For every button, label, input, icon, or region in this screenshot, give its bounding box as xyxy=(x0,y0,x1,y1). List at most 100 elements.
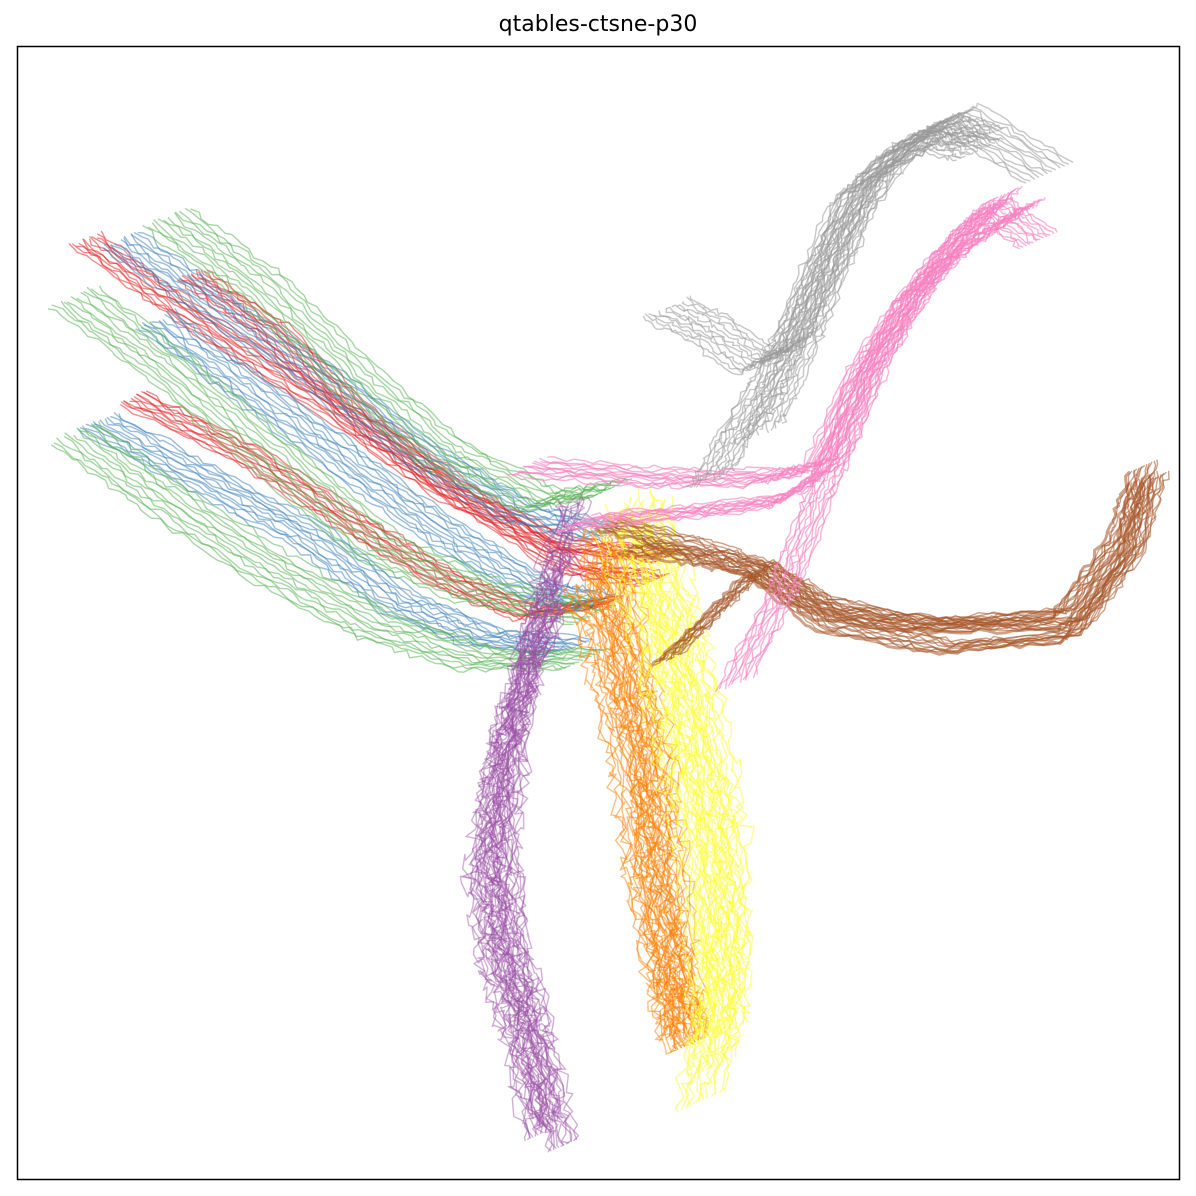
trajectory-line xyxy=(70,296,595,616)
trajectory-line xyxy=(593,536,697,1078)
trajectory-line xyxy=(611,530,718,1069)
trajectory-line xyxy=(73,435,584,664)
trajectory-line xyxy=(469,616,543,1138)
trajectory-lines xyxy=(47,102,1170,1153)
trajectory-line xyxy=(646,509,736,1099)
trajectory-line xyxy=(487,550,564,1125)
trajectory-line xyxy=(574,202,1041,526)
trajectory-line xyxy=(635,509,725,1105)
trajectory-line xyxy=(665,495,755,1091)
trajectory-line xyxy=(679,459,1159,655)
trajectory-line xyxy=(510,492,585,1142)
trajectory-line xyxy=(492,547,566,1122)
trajectory-line xyxy=(496,546,571,1120)
trajectory-line xyxy=(90,423,601,656)
trajectory-line xyxy=(502,551,579,1118)
trajectory-line xyxy=(506,497,581,1145)
trajectory-line xyxy=(110,244,601,539)
trajectory-line xyxy=(644,133,961,374)
trajectory-line xyxy=(486,551,565,1124)
trajectory-line xyxy=(163,219,607,504)
trajectory-line xyxy=(488,505,564,1152)
trajectory-line xyxy=(152,222,594,509)
trajectory-line xyxy=(623,523,713,1110)
trajectory-line xyxy=(504,501,585,1144)
trajectory-line xyxy=(498,549,582,1119)
trajectory-line xyxy=(82,425,597,657)
trajectory-line xyxy=(462,611,546,1141)
trajectory-line xyxy=(523,195,1003,483)
trajectory-line xyxy=(86,286,612,608)
trajectory-line xyxy=(618,473,1153,624)
trajectory-line xyxy=(631,516,731,1063)
trajectory-line xyxy=(174,308,617,596)
trajectory-line xyxy=(619,518,708,1112)
trajectory-line xyxy=(190,208,633,492)
trajectory-line xyxy=(175,211,620,497)
trajectory-line xyxy=(51,304,578,624)
trajectory-line xyxy=(63,301,587,620)
trajectory-line xyxy=(492,502,567,1151)
trajectory-line xyxy=(759,136,983,430)
trajectory-line xyxy=(576,584,682,1049)
trajectory-line xyxy=(605,543,692,1047)
trajectory-line xyxy=(166,311,610,600)
trajectory-line xyxy=(475,567,551,1130)
trajectory-line xyxy=(630,477,1154,651)
trajectory-line xyxy=(474,617,556,1136)
trajectory-line xyxy=(677,460,1157,656)
trajectory-line xyxy=(482,560,562,1127)
trajectory-line xyxy=(106,416,583,646)
trajectory-line xyxy=(135,328,579,612)
trajectory-line xyxy=(475,617,558,1135)
trajectory-line xyxy=(572,586,679,1050)
trajectory-line xyxy=(639,515,740,1059)
trajectory-line xyxy=(745,200,1039,678)
trajectory-line xyxy=(483,605,561,1131)
trajectory-line xyxy=(613,528,714,1071)
trajectory-line xyxy=(493,505,570,1150)
trajectory-line xyxy=(83,291,608,611)
trajectory-line xyxy=(181,275,650,584)
trajectory-line xyxy=(91,424,605,654)
trajectory-line xyxy=(158,218,603,506)
trajectory-line xyxy=(476,567,551,1129)
trajectory-line xyxy=(98,421,609,652)
trajectory-line xyxy=(80,292,604,612)
trajectory-line xyxy=(184,208,628,495)
trajectory-line xyxy=(77,428,588,662)
trajectory-line xyxy=(481,610,563,1133)
trajectory-line xyxy=(174,212,616,501)
trajectory-line xyxy=(151,321,596,604)
trajectory-line xyxy=(590,549,677,1052)
trajectory-line xyxy=(103,247,591,544)
trajectory-line xyxy=(483,552,562,1126)
trajectory-line xyxy=(53,442,567,671)
trajectory-line xyxy=(607,514,695,1027)
trajectory-line xyxy=(598,545,682,1050)
trajectory-line xyxy=(621,520,721,1067)
trajectory-line xyxy=(513,496,593,1141)
trajectory-line xyxy=(110,244,598,541)
trajectory-line xyxy=(746,140,970,439)
trajectory-line xyxy=(104,418,580,647)
trajectory-line xyxy=(584,573,695,1045)
trajectory-line xyxy=(90,288,617,607)
trajectory-line xyxy=(459,614,540,1142)
trajectory-line xyxy=(733,148,957,446)
trajectory-line xyxy=(493,552,572,1121)
trajectory-line xyxy=(130,234,621,530)
trajectory-line xyxy=(660,499,751,1093)
trajectory-line xyxy=(118,413,593,641)
trajectory-line xyxy=(781,127,1004,424)
trajectory-line xyxy=(137,231,628,527)
trajectory-line xyxy=(595,527,700,1076)
trajectory-line xyxy=(494,496,577,1148)
trajectory-line xyxy=(508,500,581,1143)
trajectory-line xyxy=(56,437,571,669)
trajectory-line xyxy=(485,611,567,1130)
trajectory-line xyxy=(641,513,729,1103)
trajectory-line xyxy=(64,436,575,667)
trajectory-line xyxy=(698,120,1040,482)
